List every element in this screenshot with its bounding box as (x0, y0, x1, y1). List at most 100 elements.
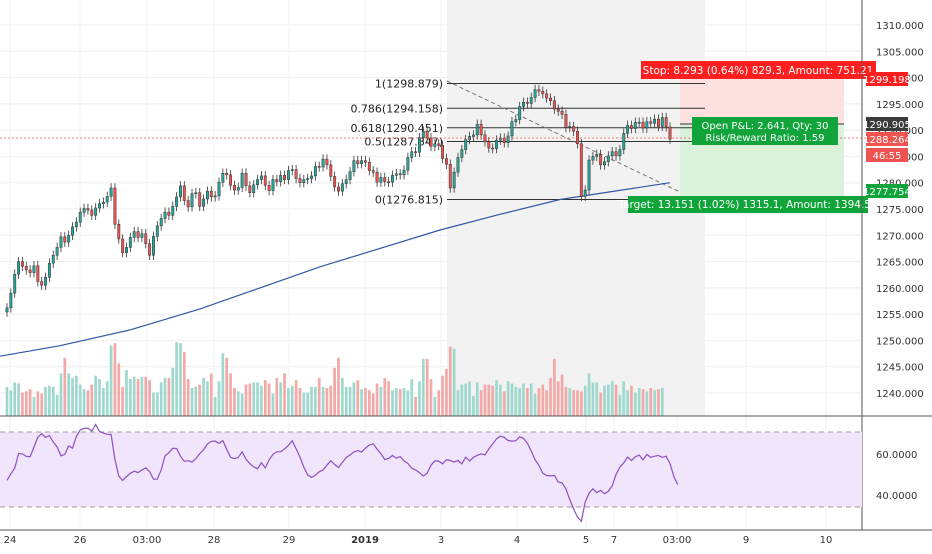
volume-bar (190, 388, 194, 416)
candle-body (82, 208, 86, 213)
pnl-label-box[interactable] (692, 117, 838, 145)
volume-bar (213, 396, 217, 416)
volume-bar (657, 389, 660, 416)
stop-label-box[interactable] (641, 61, 876, 79)
volume-bar (248, 383, 252, 416)
volume-bar (32, 396, 36, 416)
candle-body (325, 158, 329, 166)
volume-bar (229, 373, 232, 416)
target-label: Target: 13.151 (1.02%) 1315.1, Amount: 1… (617, 199, 877, 211)
stop-price-badge (866, 72, 908, 86)
volume-bar (148, 380, 151, 416)
volume-bar (333, 367, 336, 416)
volume-bar (244, 384, 248, 416)
candle-body (221, 173, 225, 183)
rsi-band (0, 432, 862, 507)
candle-body (606, 155, 610, 162)
candle-body (256, 179, 259, 186)
candle-body (283, 175, 286, 180)
candle-body (421, 130, 425, 138)
volume-bar (622, 381, 626, 416)
candle-body (298, 178, 302, 183)
y-tick-label: 1240.000 (876, 389, 924, 400)
candle-body (394, 173, 398, 176)
volume-bar (452, 348, 456, 416)
target-price-badge (866, 184, 908, 198)
candle-body (626, 125, 630, 134)
volume-bar (202, 377, 205, 416)
candle-body (444, 158, 448, 165)
fib-trend-line (446, 80, 681, 193)
candle-body (622, 133, 626, 150)
x-tick-label: 2019 (351, 535, 379, 546)
candle-body (352, 160, 356, 172)
candle-body (356, 160, 360, 165)
volume-bar (206, 381, 209, 416)
volume-bar (24, 391, 28, 416)
candle-body (664, 117, 668, 128)
volume-bar (441, 375, 444, 416)
volume-bar (155, 392, 159, 416)
volume-bar (337, 357, 340, 416)
candle-body (279, 175, 283, 182)
volume-bar (21, 392, 24, 416)
candle-body (321, 158, 325, 168)
volume-bar (367, 390, 371, 416)
candle-body (452, 171, 456, 189)
volume-bar (17, 383, 20, 416)
volume-bar (402, 388, 406, 416)
volume-bar (217, 381, 221, 416)
candle-body (90, 209, 94, 216)
volume-bar (356, 380, 360, 416)
rsi-tick-label: 40.0000 (876, 491, 917, 502)
candle-body (294, 169, 298, 179)
candle-body (286, 170, 290, 180)
candle-body (360, 160, 364, 165)
candle-body (63, 236, 67, 243)
volume-bar (279, 382, 283, 416)
volume-bar (383, 377, 387, 416)
volume-bar (526, 388, 529, 416)
volume-bar (645, 391, 649, 416)
candle-body (556, 108, 560, 112)
volume-bar (275, 377, 279, 416)
candle-body (5, 307, 9, 313)
candle-body (583, 189, 587, 197)
candle-body (529, 97, 533, 104)
candle-body (541, 90, 545, 95)
candle-body (518, 106, 522, 120)
candle-body (402, 169, 406, 176)
volume-bar (163, 377, 167, 416)
target-label-box[interactable] (628, 196, 868, 213)
volume-bar (98, 379, 101, 416)
pnl-label-line1: Open P&L: 2.641, Qty: 30 (701, 121, 828, 132)
candle-body (441, 145, 445, 159)
candle-body (13, 273, 17, 294)
volume-bar (140, 376, 144, 416)
volume-bar (28, 389, 32, 416)
volume-bar (468, 381, 471, 416)
volume-bar (171, 367, 175, 416)
current-price: 1288.264 (863, 135, 911, 146)
candle-body (248, 185, 252, 193)
candle-body (502, 137, 506, 144)
rsi-axis: 60.0000 40.0000 (876, 450, 917, 502)
fib-level-label: 0(1276.815) (375, 193, 443, 206)
candle-body (364, 160, 367, 163)
volume-bar (55, 394, 59, 416)
volume-bar (599, 392, 602, 416)
volume-bar (510, 383, 514, 416)
candle-body (236, 187, 240, 191)
volume-bar (294, 380, 298, 416)
volume-bar (75, 375, 78, 416)
volume-bar (121, 386, 124, 416)
y-tick-label: 1305.000 (876, 47, 924, 58)
candle-body (317, 166, 321, 168)
volume-bar (67, 373, 71, 416)
candle-body (310, 175, 313, 179)
candle-body (552, 100, 556, 110)
volume-bar (487, 384, 491, 416)
volume-bar (475, 382, 479, 416)
volume-bar (117, 363, 121, 416)
